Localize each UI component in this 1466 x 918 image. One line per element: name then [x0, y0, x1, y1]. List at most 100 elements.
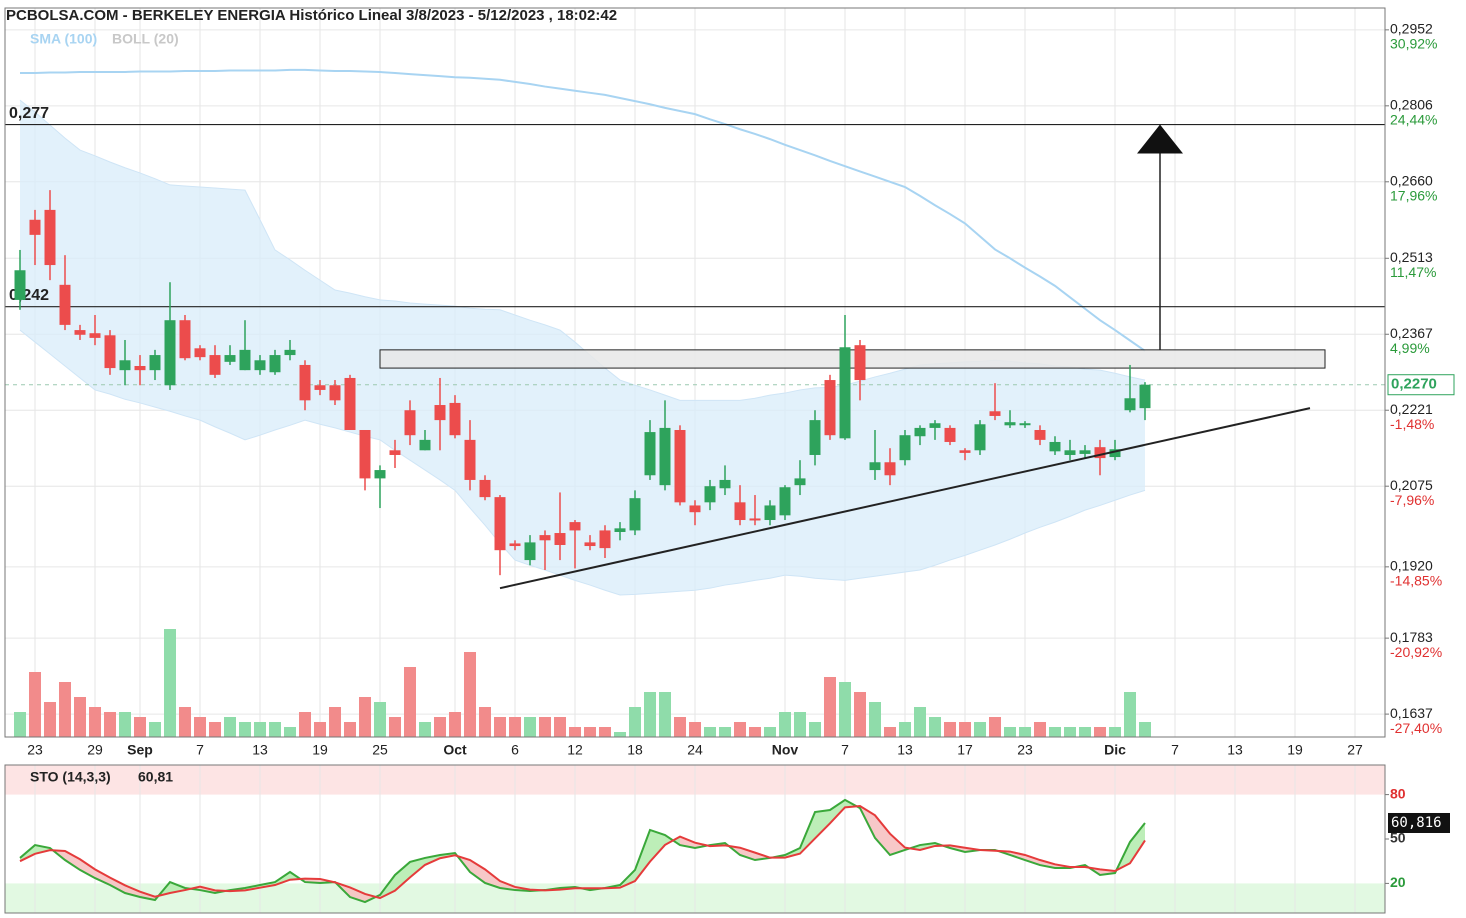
- volume-bar: [629, 707, 641, 737]
- x-tick-label: 24: [687, 742, 703, 758]
- sto-fill: [410, 857, 425, 878]
- y-tick-change: -14,85%: [1390, 573, 1442, 589]
- candle-body: [809, 420, 821, 455]
- candle-body: [1064, 450, 1076, 455]
- candle-body: [1079, 450, 1091, 454]
- volume-bar: [134, 717, 146, 737]
- candle-body: [704, 486, 716, 503]
- volume-bar: [869, 702, 881, 737]
- y-tick-change: 24,44%: [1390, 112, 1437, 128]
- volume-bar: [914, 707, 926, 737]
- price-frame: [4, 7, 1386, 738]
- candle-body: [194, 348, 206, 358]
- x-tick-label: 7: [1171, 742, 1179, 758]
- candle-body: [389, 450, 401, 455]
- volume-bar: [614, 732, 626, 737]
- last-price-label: 0,2270: [1391, 376, 1437, 393]
- candle-body: [644, 432, 656, 476]
- volume-bar: [479, 707, 491, 737]
- x-tick-label: 23: [1017, 742, 1033, 758]
- y-tick-change: 11,47%: [1390, 264, 1436, 280]
- y-tick-label: 0,1783: [1390, 629, 1433, 645]
- sto-line: [19, 804, 1146, 900]
- y-tick-change: -27,40%: [1390, 720, 1442, 736]
- candle-body: [929, 423, 941, 428]
- volume-bar: [989, 717, 1001, 737]
- candle-body: [569, 522, 581, 531]
- volume-bar: [239, 722, 251, 737]
- sto-badge-label: 60,816: [1391, 815, 1442, 831]
- x-tick-label: 25: [372, 742, 388, 758]
- candle-body: [419, 439, 431, 451]
- y-tick-label: 0,2806: [1390, 97, 1433, 113]
- volume-bar: [1124, 692, 1136, 737]
- x-tick-label: 7: [841, 742, 849, 758]
- candle-body: [269, 355, 281, 373]
- volume-bar: [449, 712, 461, 737]
- volume-bar: [794, 712, 806, 737]
- y-tick-change: 17,96%: [1390, 187, 1437, 203]
- bollinger-lower: [19, 329, 1146, 596]
- sto-fill: [740, 847, 755, 861]
- candle-body: [44, 209, 56, 266]
- x-tick-label: 27: [1347, 742, 1363, 758]
- candle-body: [539, 535, 551, 541]
- candle-body: [659, 427, 671, 486]
- volume-bar: [1079, 727, 1091, 737]
- y-tick-label: 0,1637: [1390, 705, 1433, 721]
- volume-bar: [644, 692, 656, 737]
- y-tick-label: 0,2660: [1390, 172, 1433, 188]
- legend-sma: SMA (100): [30, 31, 97, 47]
- candle-body: [1094, 447, 1106, 459]
- sto-fill: [650, 829, 665, 862]
- volume-bar: [419, 722, 431, 737]
- volume-bar: [14, 712, 26, 737]
- volume-bar: [254, 722, 266, 737]
- candle-body: [899, 435, 911, 461]
- volume-bar: [464, 652, 476, 737]
- y-tick-label: 0,2367: [1390, 325, 1433, 341]
- sto-tick-label: 50: [1390, 830, 1406, 846]
- candle-body: [494, 497, 506, 551]
- target-arrow-head: [1137, 124, 1183, 154]
- candle-body: [839, 347, 851, 439]
- y-tick-change: 30,92%: [1390, 36, 1437, 52]
- candle-body: [164, 320, 176, 386]
- volume-bar: [149, 722, 161, 737]
- candle-body: [734, 502, 746, 521]
- candle-body: [824, 380, 836, 436]
- volume-bar: [164, 629, 176, 737]
- candle-body: [59, 284, 71, 325]
- volume-bar: [44, 702, 56, 737]
- sma-line: [20, 68, 1146, 352]
- x-tick-label: Dic: [1104, 742, 1126, 758]
- resistance-zone: [379, 349, 1326, 369]
- volume-bar: [344, 722, 356, 737]
- volume-bar: [599, 727, 611, 737]
- candle-body: [1019, 423, 1031, 426]
- volume-bar: [284, 727, 296, 737]
- volume-bar: [404, 667, 416, 737]
- x-tick-label: 12: [567, 742, 583, 758]
- candle-body: [104, 335, 116, 369]
- sto-tick-label: 80: [1390, 785, 1406, 801]
- volume-bar: [509, 717, 521, 737]
- x-tick-label: Sep: [127, 742, 153, 758]
- x-tick-label: 13: [252, 742, 268, 758]
- volume-bar: [1139, 722, 1151, 737]
- candle-body: [209, 355, 221, 375]
- candle-body: [14, 270, 26, 300]
- candle-body: [464, 439, 476, 480]
- sto-tick-label: 20: [1390, 874, 1406, 890]
- candle-body: [314, 385, 326, 390]
- volume-bar: [659, 692, 671, 737]
- volume-bar: [1109, 727, 1121, 737]
- candle-body: [179, 320, 191, 359]
- volume-bar: [1019, 727, 1031, 737]
- y-tick-label: 0,2952: [1390, 21, 1433, 37]
- candle-body: [344, 377, 356, 430]
- candle-body: [134, 365, 146, 371]
- volume-bar: [854, 692, 866, 737]
- sto-fill: [395, 861, 410, 891]
- volume-bar: [809, 722, 821, 737]
